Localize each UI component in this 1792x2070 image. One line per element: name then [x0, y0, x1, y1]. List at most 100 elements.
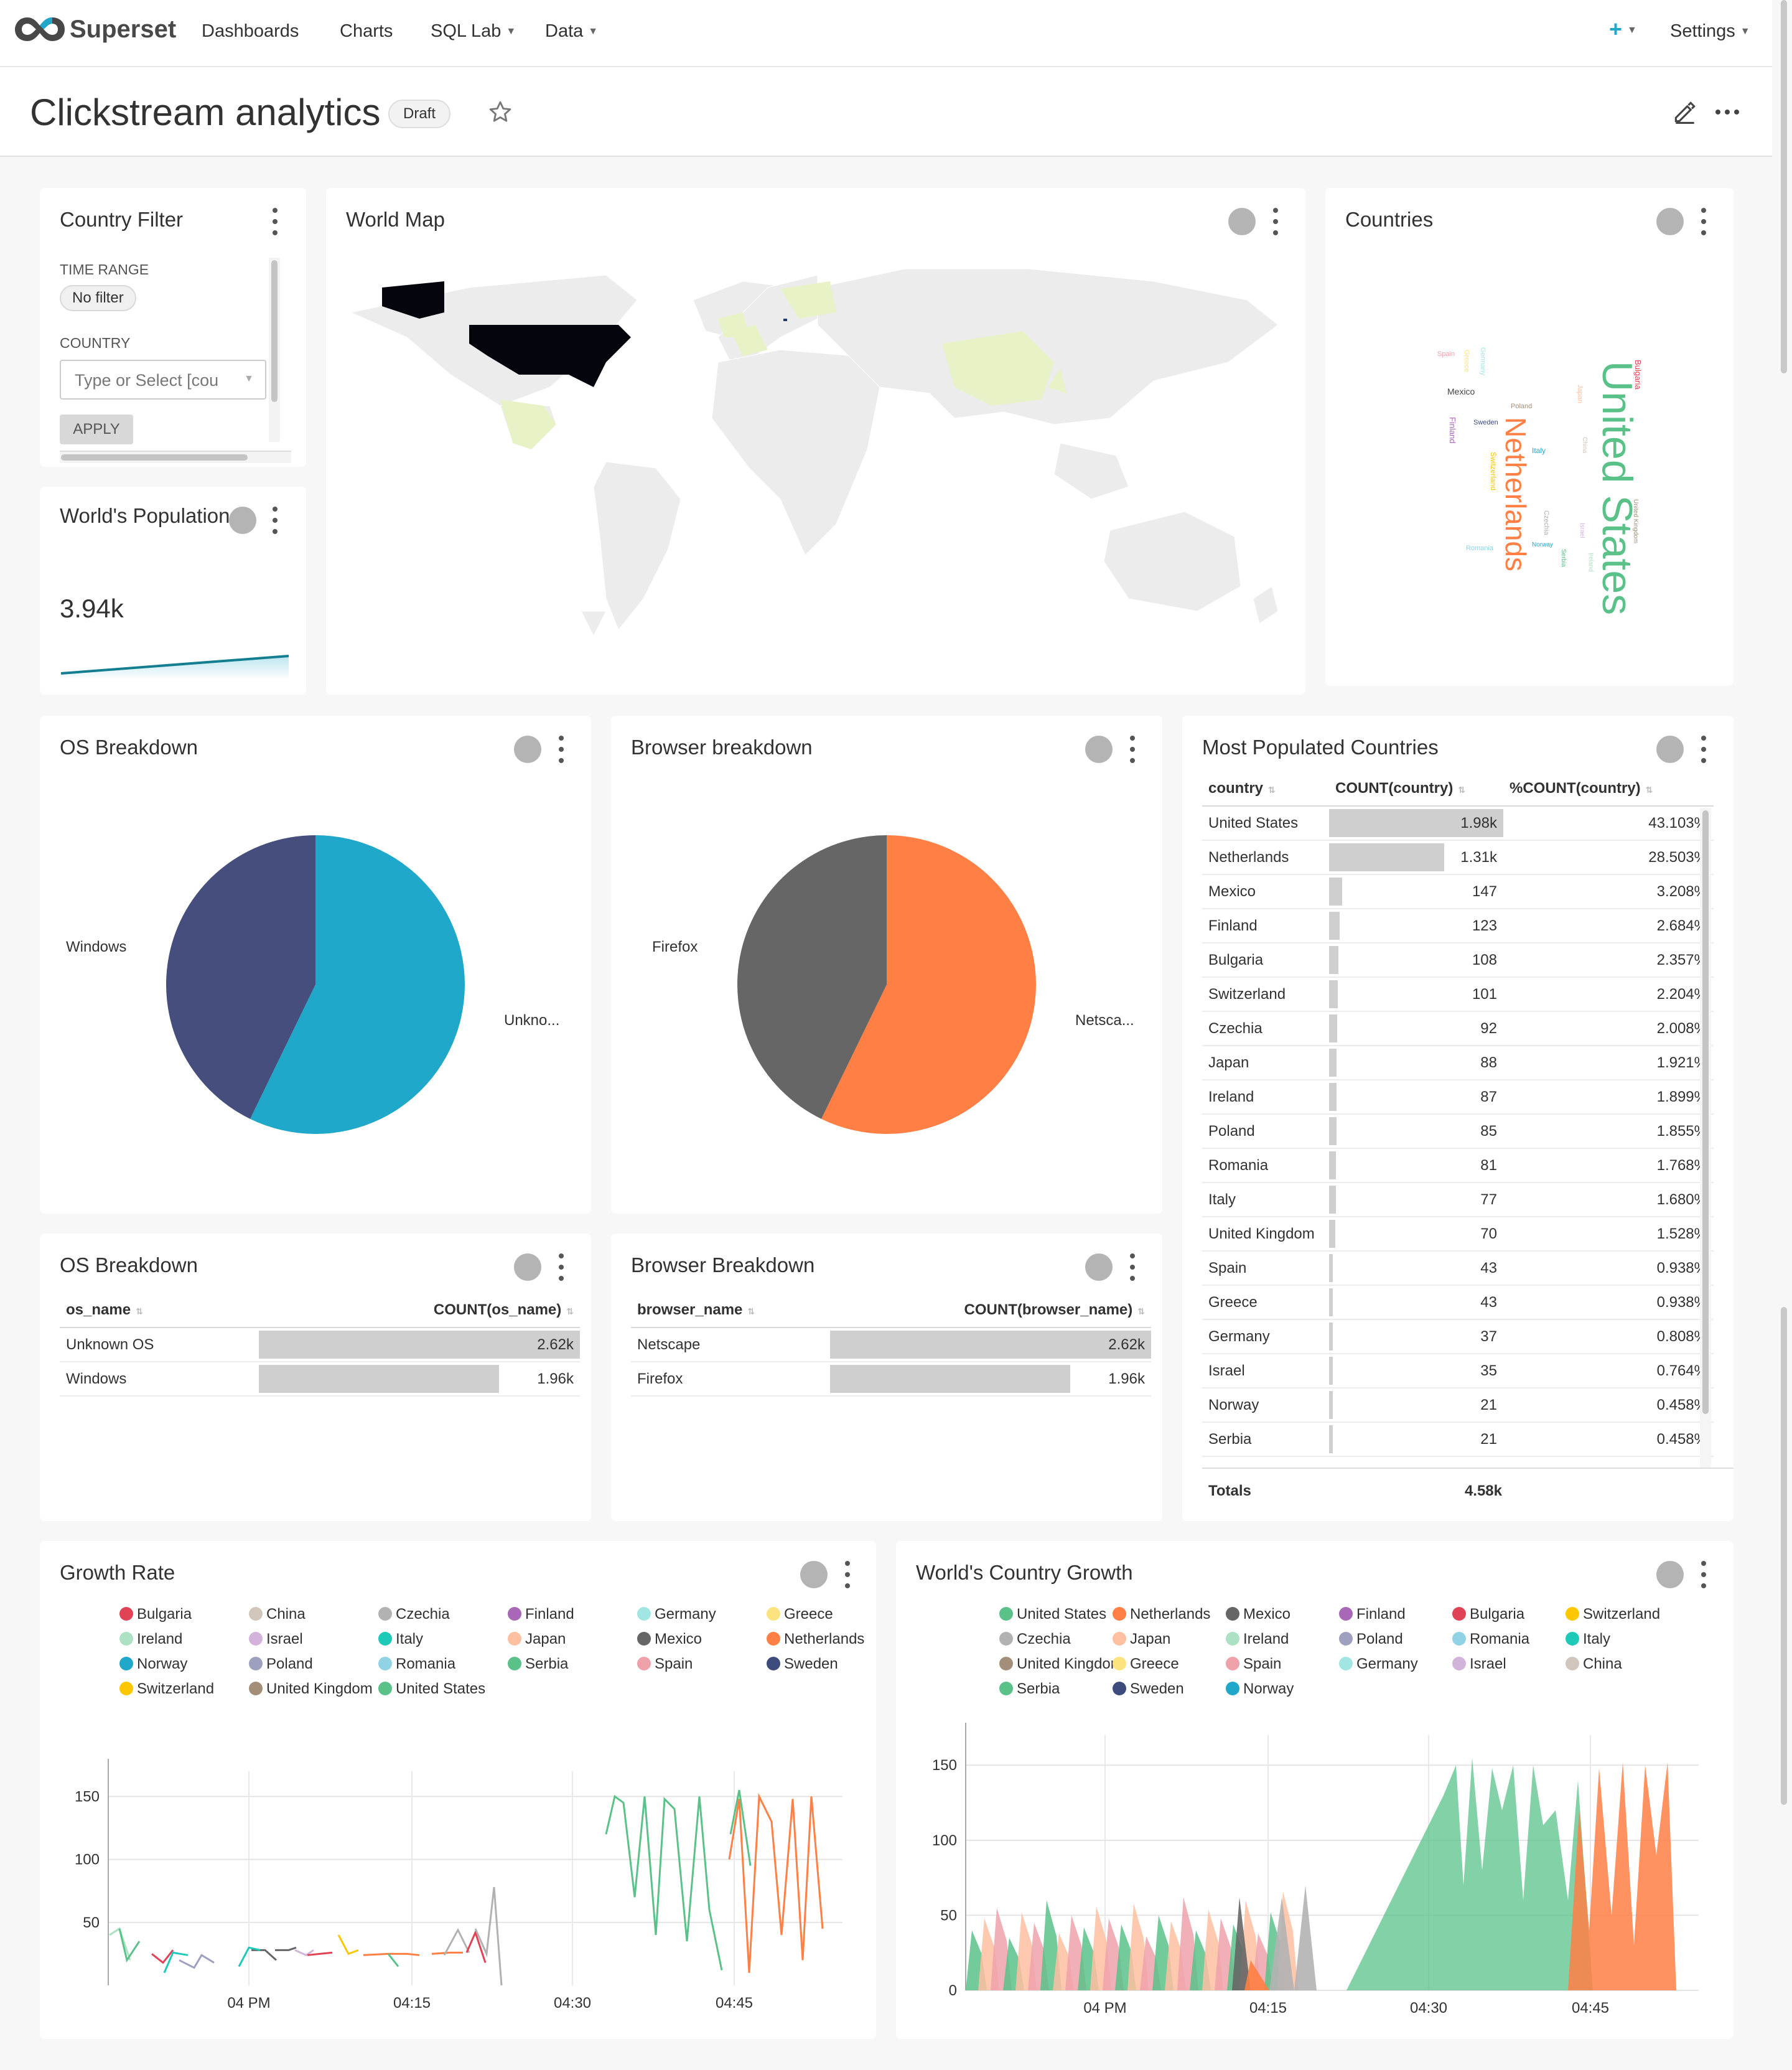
legend-item[interactable]: United Kingdom [999, 1656, 1123, 1673]
legend-item[interactable]: Serbia [508, 1656, 568, 1673]
horizontal-scrollbar[interactable] [60, 452, 291, 463]
more-options-icon[interactable] [270, 208, 280, 235]
series-line-serbia[interactable] [118, 1928, 141, 1963]
browser-pie-chart[interactable] [611, 716, 1162, 1214]
table-row[interactable]: Italy 77 1.680% [1202, 1183, 1714, 1217]
series-line-czechia[interactable] [443, 1927, 470, 1956]
os-pie-chart[interactable] [40, 716, 591, 1214]
draft-badge[interactable]: Draft [388, 100, 451, 128]
legend-item[interactable]: Czechia [999, 1631, 1071, 1648]
legend-item[interactable]: Israel [249, 1631, 303, 1648]
filter-icon[interactable] [1085, 736, 1113, 763]
more-options-icon[interactable] [1127, 736, 1137, 763]
legend-item[interactable]: Japan [1113, 1631, 1170, 1648]
legend-item[interactable]: Poland [249, 1656, 313, 1673]
table-row[interactable]: Finland 123 2.684% [1202, 909, 1714, 944]
dashboard-title[interactable]: Clickstream analytics [30, 91, 381, 133]
table-row[interactable]: Windows 1.96k [60, 1362, 580, 1397]
series-line-netherlands[interactable] [728, 1792, 824, 1973]
area-netherlands[interactable] [1568, 1762, 1676, 1990]
more-options-icon[interactable] [1699, 736, 1709, 763]
area-segment[interactable] [1232, 1897, 1251, 1990]
legend-item[interactable]: Romania [378, 1656, 455, 1673]
legend-item[interactable]: Spain [1226, 1656, 1281, 1673]
column-header-count[interactable]: COUNT(browser_name) ⇅ [830, 1293, 1151, 1328]
legend-item[interactable]: Italy [378, 1631, 423, 1648]
legend-item[interactable]: Mexico [1226, 1606, 1290, 1623]
filter-icon[interactable] [1656, 208, 1684, 235]
legend-item[interactable]: Israel [1452, 1656, 1506, 1673]
more-options-icon[interactable] [1127, 1253, 1137, 1281]
legend-item[interactable]: Ireland [1226, 1631, 1289, 1648]
legend-item[interactable]: China [1566, 1656, 1622, 1673]
legend-item[interactable]: Romania [1452, 1631, 1529, 1648]
filter-icon[interactable] [1228, 208, 1256, 235]
table-row[interactable]: Poland 85 1.855% [1202, 1114, 1714, 1149]
filter-icon[interactable] [514, 1253, 541, 1281]
table-row[interactable]: Israel 35 0.764% [1202, 1354, 1714, 1389]
legend-item[interactable]: Japan [508, 1631, 566, 1648]
more-options-icon[interactable] [1699, 1561, 1709, 1588]
table-row[interactable]: Germany 37 0.808% [1202, 1319, 1714, 1354]
series-line-mexico[interactable] [251, 1949, 278, 1961]
filter-icon[interactable] [229, 507, 256, 534]
table-row[interactable]: Czechia 92 2.008% [1202, 1011, 1714, 1046]
filter-icon[interactable] [1656, 736, 1684, 763]
series-line-netherlands[interactable] [431, 1951, 463, 1955]
filter-icon[interactable] [514, 736, 541, 763]
column-header-os-name[interactable]: os_name ⇅ [60, 1293, 259, 1328]
series-line-united-states[interactable] [605, 1794, 723, 1971]
legend-item[interactable]: United States [378, 1680, 485, 1698]
filter-icon[interactable] [1656, 1561, 1684, 1588]
table-row[interactable]: Ireland 87 1.899% [1202, 1080, 1714, 1115]
column-header-browser-name[interactable]: browser_name ⇅ [631, 1293, 830, 1328]
series-line-netherlands[interactable] [363, 1952, 420, 1956]
series-line-serbia[interactable] [387, 1953, 399, 1967]
table-row[interactable]: Unknown OS 2.62k [60, 1328, 580, 1362]
table-row[interactable]: Bulgaria 108 2.357% [1202, 943, 1714, 978]
area-segment[interactable] [1269, 1897, 1294, 1990]
table-row[interactable]: United States 1.98k 43.103% [1202, 806, 1714, 841]
legend-item[interactable]: Ireland [119, 1631, 182, 1648]
page-scrollbar[interactable] [1775, 0, 1792, 2070]
legend-item[interactable]: Bulgaria [1452, 1606, 1524, 1623]
legend-item[interactable]: Greece [767, 1606, 833, 1623]
table-row[interactable]: Mexico 147 3.208% [1202, 874, 1714, 909]
time-range-value[interactable]: No filter [60, 285, 136, 311]
series-line-czechia[interactable] [474, 1886, 503, 1986]
area-united-states[interactable] [1346, 1758, 1593, 1990]
table-row[interactable]: Japan 88 1.921% [1202, 1046, 1714, 1080]
legend-item[interactable]: Switzerland [119, 1680, 214, 1698]
column-header-country[interactable]: country ⇅ [1202, 772, 1329, 807]
line-chart[interactable]: 50 100 150 04 PM 04:15 04:30 04:45 [40, 1541, 876, 2039]
table-row[interactable]: Switzerland 101 2.204% [1202, 977, 1714, 1012]
legend-item[interactable]: Netherlands [1113, 1606, 1210, 1623]
edit-icon[interactable] [1671, 98, 1699, 126]
legend-item[interactable]: Czechia [378, 1606, 450, 1623]
legend-item[interactable]: Mexico [637, 1631, 702, 1648]
series-line-italy[interactable] [163, 1951, 189, 1974]
series-line-bulgaria[interactable] [307, 1951, 333, 1956]
table-row[interactable]: Serbia 21 0.458% [1202, 1422, 1714, 1457]
legend-item[interactable]: Sweden [1113, 1680, 1184, 1698]
table-row[interactable]: United Kingdom 70 1.528% [1202, 1217, 1714, 1252]
nav-data[interactable]: Data ▼ [545, 21, 598, 42]
column-header-pct[interactable]: %COUNT(country) ⇅ [1503, 772, 1714, 807]
legend-item[interactable]: Norway [119, 1656, 187, 1673]
table-scrollbar[interactable] [1700, 808, 1711, 1468]
settings-menu[interactable]: Settings ▼ [1670, 21, 1750, 42]
filter-icon[interactable] [800, 1561, 828, 1588]
legend-item[interactable]: Norway [1226, 1680, 1294, 1698]
page-scrollbar-thumb[interactable] [1781, 0, 1787, 373]
country-select[interactable]: Type or Select [cou ▼ [60, 360, 266, 400]
table-row[interactable]: Greece 43 0.938% [1202, 1285, 1714, 1320]
legend-item[interactable]: Sweden [767, 1656, 838, 1673]
legend-item[interactable]: Finland [508, 1606, 574, 1623]
pie-slice-unknown-os[interactable] [250, 835, 465, 1134]
pie-slice-windows[interactable] [166, 835, 315, 1119]
more-options-icon[interactable] [556, 1253, 566, 1281]
series-line-poland[interactable] [179, 1954, 215, 1969]
legend-item[interactable]: Poland [1339, 1631, 1403, 1648]
series-line-bulgaria[interactable] [151, 1949, 174, 1964]
more-options-icon[interactable] [270, 507, 280, 534]
